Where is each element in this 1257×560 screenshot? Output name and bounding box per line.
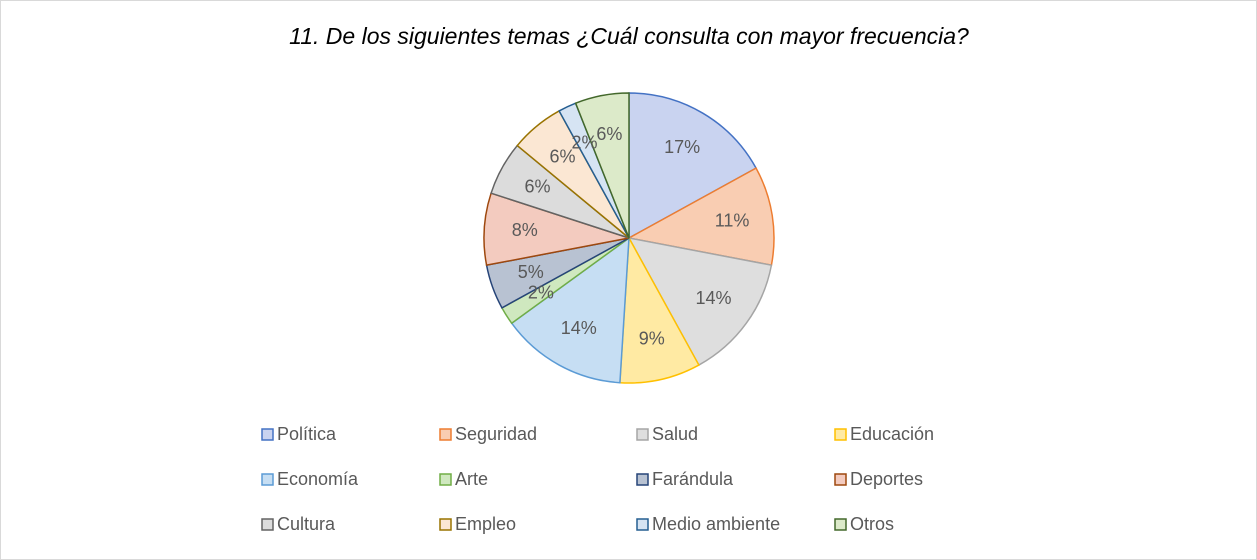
data-label: 11% [715,210,750,230]
legend-label: Otros [850,514,894,534]
legend-label: Empleo [455,514,516,534]
legend-swatch [261,473,274,486]
legend-swatch [636,473,649,486]
legend-swatch [636,428,649,441]
data-label: 9% [639,329,665,349]
legend-label: Deportes [850,469,923,489]
data-label: 8% [512,220,538,240]
legend-label: Seguridad [455,424,537,444]
legend-label: Arte [455,469,488,489]
data-label: 6% [525,176,551,196]
legend-swatch [636,518,649,531]
pie-slice [619,235,700,384]
legend-label: Salud [652,424,698,444]
data-label: 17% [664,137,700,157]
legend-label: Farándula [652,469,734,489]
legend-swatch [261,518,274,531]
data-label: 14% [695,288,731,308]
legend-label: Medio ambiente [652,514,780,534]
legend-swatch [834,473,847,486]
legend-swatch [834,428,847,441]
data-label: 6% [549,146,575,166]
data-label: 6% [596,124,622,144]
pie-slice [627,236,773,367]
pie-slice [574,92,630,239]
data-label: 5% [518,262,544,282]
pie-slice [628,92,758,240]
legend-swatch [439,473,452,486]
legend-swatch [261,428,274,441]
data-label: 2% [572,132,598,152]
legend-swatch [439,518,452,531]
legend-label: Economía [277,469,359,489]
legend-swatch [439,428,452,441]
data-label: 14% [561,318,597,338]
chart-title: 11. De los siguientes temas ¿Cuál consul… [289,23,969,49]
pie-slice [626,167,775,267]
legend-label: Educación [850,424,934,444]
data-label: 2% [528,283,554,303]
pie-slice [510,236,630,384]
legend-swatch [834,518,847,531]
legend-label: Política [277,424,337,444]
legend-label: Cultura [277,514,336,534]
